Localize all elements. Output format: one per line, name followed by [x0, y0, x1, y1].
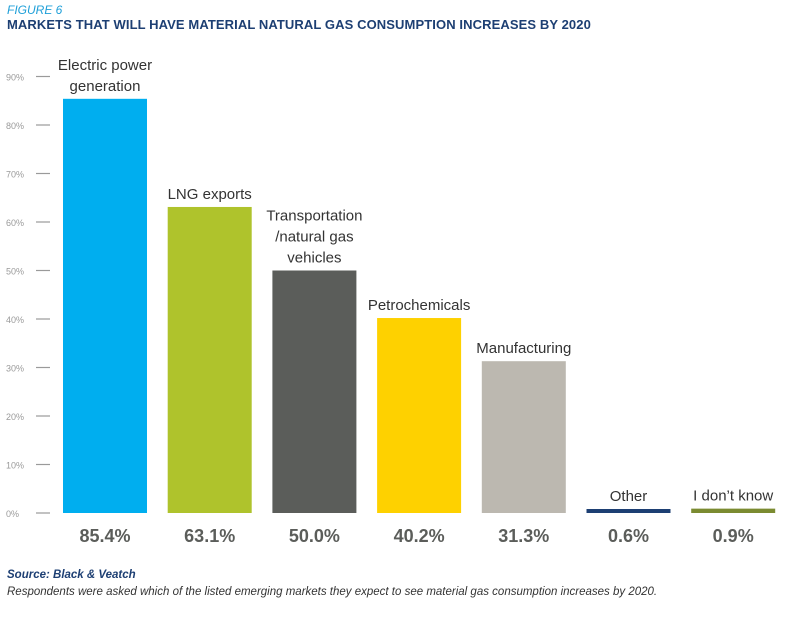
bar-5 — [481, 361, 566, 513]
value-label: 40.2% — [394, 526, 445, 546]
category-label: vehicles — [287, 250, 341, 267]
category-label: /natural gas — [275, 229, 353, 246]
source-note: Source: Black & Veatch — [7, 569, 136, 581]
bar-2 — [167, 206, 252, 513]
y-tick-label: 60% — [6, 218, 24, 228]
category-label: LNG exports — [168, 186, 252, 203]
value-label: 85.4% — [79, 526, 130, 546]
bar-7 — [691, 508, 776, 513]
value-label: 50.0% — [289, 526, 340, 546]
y-tick-label: 70% — [6, 170, 24, 180]
category-label: Manufacturing — [476, 340, 571, 357]
y-tick-label: 80% — [6, 121, 24, 131]
y-tick-label: 50% — [6, 267, 24, 277]
value-label: 63.1% — [184, 526, 235, 546]
value-label: 0.6% — [608, 526, 649, 546]
y-tick-label: 90% — [6, 73, 24, 83]
category-label: Petrochemicals — [368, 297, 471, 314]
category-label: Transportation — [266, 208, 362, 225]
footnote: Respondents were asked which of the list… — [7, 586, 658, 598]
category-label: I don’t know — [693, 488, 773, 505]
figure-label: FIGURE 6 — [7, 3, 63, 17]
value-label: 31.3% — [498, 526, 549, 546]
y-axis: 0% 10% 20% 30% 40% 50% 60% 70% 80% 90% — [6, 73, 50, 519]
bar-1 — [63, 98, 147, 513]
y-tick-label: 40% — [6, 315, 24, 325]
y-tick-label: 20% — [6, 412, 24, 422]
category-labels: Electric power generation LNG exports Trans… — [58, 57, 773, 505]
value-label: 0.9% — [713, 526, 754, 546]
chart-title: MARKETS THAT WILL HAVE MATERIAL NATURAL … — [7, 17, 591, 32]
bars — [63, 98, 776, 513]
y-tick-label: 10% — [6, 461, 24, 471]
category-label: Electric power — [58, 57, 152, 74]
y-tick-label: 30% — [6, 364, 24, 374]
bar-6 — [586, 509, 671, 513]
y-tick-label: 0% — [6, 509, 19, 519]
category-label: Other — [610, 488, 648, 505]
category-label: generation — [70, 78, 141, 95]
bar-chart: 0% 10% 20% 30% 40% 50% 60% 70% 80% 90% Electric p… — [6, 57, 776, 546]
bar-3 — [272, 270, 357, 513]
bar-4 — [377, 318, 462, 513]
value-labels: 85.4% 63.1% 50.0% 40.2% 31.3% 0.6% 0.9% — [79, 526, 753, 546]
